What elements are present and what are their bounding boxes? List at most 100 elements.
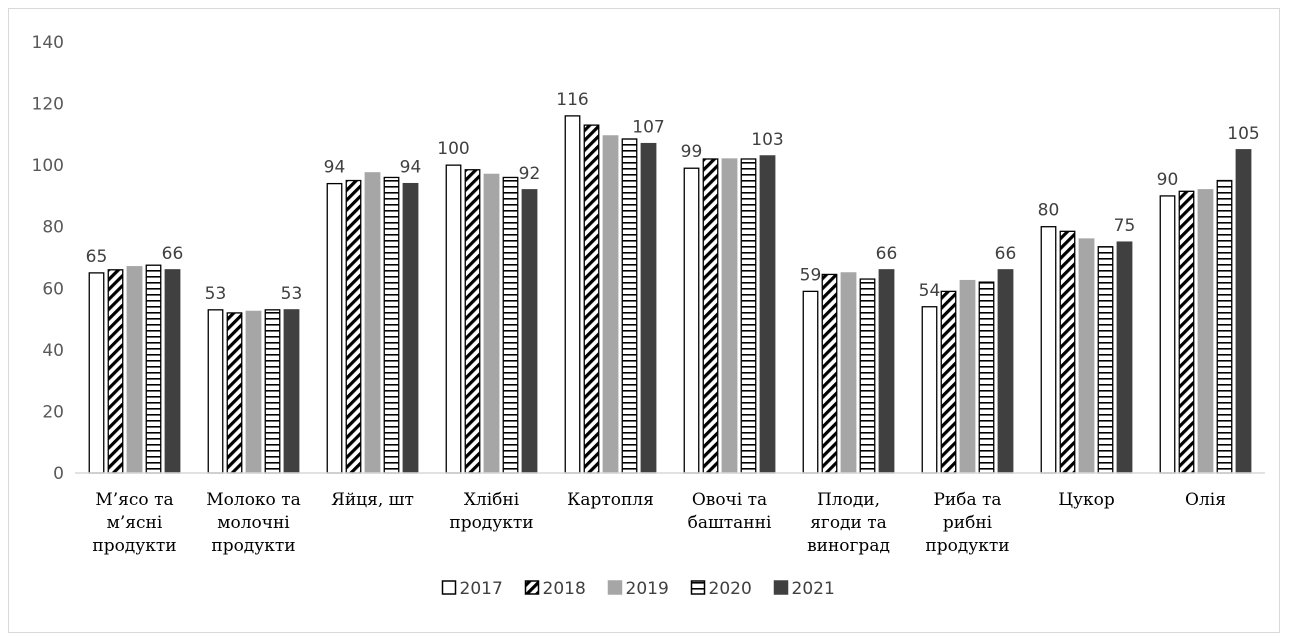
bar [502,176,519,474]
y-axis: 0 20 40 60 80 100 120 140 [32,33,64,484]
legend-swatch [690,580,706,595]
bar [402,182,419,474]
bar [245,310,262,474]
y-tick-label: 40 [42,341,64,361]
data-label: 99 [681,142,703,162]
legend-label: 2019 [626,579,669,599]
bar [959,279,976,474]
y-tick-label: 20 [42,402,64,422]
bar [145,264,162,474]
x-tick-label-line: продукти [92,536,176,556]
data-label: 105 [1227,124,1259,144]
bar [1040,226,1057,474]
legend-label: 2017 [460,579,503,599]
x-tick-label: Олія [1185,490,1226,510]
bar [1216,179,1233,474]
x-tick-label-line: Плоди, [817,490,880,510]
y-tick-label: 60 [42,279,64,299]
bar [602,135,619,474]
bar [283,309,300,474]
x-tick-label-line: продукти [449,513,533,533]
bar [821,273,838,474]
data-label: 116 [556,90,588,110]
y-tick-label: 100 [32,156,64,176]
bar [1059,230,1076,474]
x-tick-label-line: ягоди та [810,513,887,533]
x-tick-label-line: Овочі та [692,490,767,510]
data-label: 66 [876,244,898,264]
bar [483,173,500,474]
x-tick-label-line: Риба та [933,490,1001,510]
bar [1116,241,1133,474]
x-tick-label-line: продукти [211,536,295,556]
bar [859,278,876,474]
bar [88,272,105,474]
x-tick-label-line: Хлібні [464,490,520,510]
bar [345,179,362,474]
data-label: 65 [86,247,108,267]
y-tick-label: 80 [42,218,64,238]
x-tick-label-line: баштанні [688,513,772,533]
bar [464,169,481,474]
bars [88,115,1252,474]
bar [164,269,181,474]
bar [940,290,957,474]
x-tick-label: Картопля [567,490,654,510]
bar [740,158,757,474]
bar [1178,190,1195,474]
bar [207,309,224,474]
x-tick-label-line: молочні [217,513,290,533]
data-label: 94 [324,158,346,178]
legend: 2017 2018 2019 2020 2021 [441,579,835,599]
legend-label: 2021 [792,579,835,599]
bar [1159,195,1176,474]
data-label: 66 [162,244,184,264]
bar [878,269,895,474]
data-label: 94 [400,158,422,178]
bar [997,269,1014,474]
data-label: 75 [1114,216,1136,236]
bar [1078,238,1095,474]
data-label: 103 [751,130,783,150]
x-tick-label: Цукор [1058,490,1115,510]
y-tick-label: 140 [32,33,64,53]
x-tick-label: Овочі та баштанні [688,490,772,533]
data-label: 92 [519,164,541,184]
bar [802,290,819,474]
x-tick-label: Плоди, ягоди та виноград [807,490,890,556]
legend-swatch [524,580,540,595]
bar [759,155,776,474]
x-tick-label: Яйця, шт [331,490,414,510]
data-label: 54 [919,281,941,301]
bar [383,176,400,474]
bar [364,172,381,474]
bar [226,312,243,474]
bar [840,272,857,474]
bar [564,115,581,474]
bar [126,266,143,474]
bar [1235,149,1252,474]
x-tick-label-line: Олія [1185,490,1226,510]
bar [583,124,600,474]
legend-label: 2020 [709,579,752,599]
bar [702,158,719,474]
x-tick-label-line: м’ясні [107,513,163,533]
x-tick-label-line: Цукор [1058,490,1115,510]
x-tick-label: Молоко та молочні продукти [206,490,300,556]
x-tick-label-line: продукти [925,536,1009,556]
bar [521,189,538,474]
bar [1197,189,1214,474]
data-label: 107 [632,118,664,138]
bar [1097,246,1114,474]
x-tick-label: Риба та рибні продукти [925,490,1009,556]
x-tick-label-line: виноград [807,536,890,556]
data-label: 100 [437,139,469,159]
x-tick-label-line: Яйця, шт [331,490,414,510]
bar [921,306,938,474]
bar [640,142,657,474]
bar [621,138,638,474]
data-label: 53 [281,284,303,304]
data-label: 59 [800,265,822,285]
y-tick-label: 120 [32,95,64,115]
